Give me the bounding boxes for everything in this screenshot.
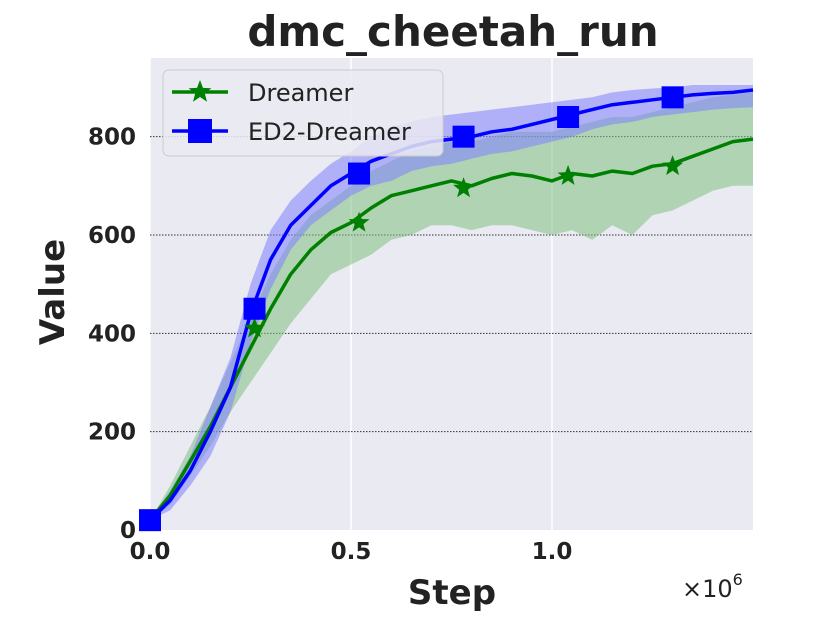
marker-ed2-dreamer xyxy=(662,86,684,108)
marker-ed2-dreamer xyxy=(453,126,475,148)
marker-ed2-dreamer xyxy=(139,509,161,531)
y-axis-label: Value xyxy=(33,239,73,345)
x-offset-exponent: 6 xyxy=(733,570,743,589)
x-tick-label: 1.0 xyxy=(532,539,573,565)
x-offset-base: ×10 xyxy=(682,575,733,603)
y-tick-label: 200 xyxy=(88,420,136,446)
chart-title: dmc_cheetah_run xyxy=(247,7,658,56)
legend: Dreamer ED2-Dreamer xyxy=(163,70,443,156)
legend-dreamer-label: Dreamer xyxy=(248,79,353,107)
legend-ed2-label: ED2-Dreamer xyxy=(248,118,411,146)
x-tick-label: 0.5 xyxy=(331,539,372,565)
y-tick-label: 0 xyxy=(120,518,136,544)
legend-ed2-square-icon xyxy=(188,119,212,143)
marker-ed2-dreamer xyxy=(348,163,370,185)
marker-ed2-dreamer xyxy=(557,106,579,128)
y-tick-label: 800 xyxy=(88,125,136,151)
marker-ed2-dreamer xyxy=(244,298,266,320)
x-axis-label: Step xyxy=(408,573,496,613)
y-tick-label: 600 xyxy=(88,223,136,249)
y-tick-label: 400 xyxy=(88,321,136,347)
x-offset-label: ×106 xyxy=(682,570,743,603)
